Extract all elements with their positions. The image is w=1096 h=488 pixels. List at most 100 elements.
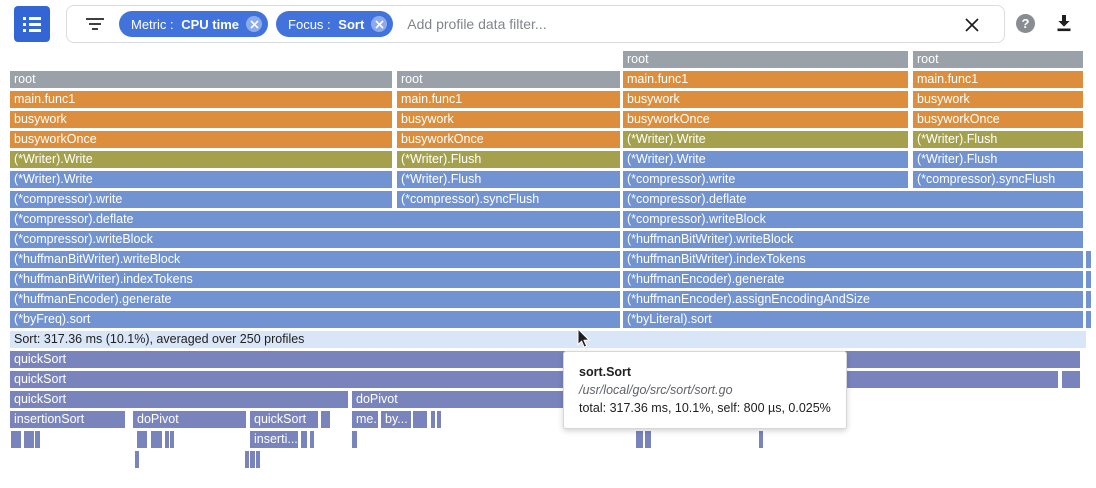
flame-fragment[interactable]: [11, 431, 21, 448]
flame-frame[interactable]: (*Writer).Flush: [913, 151, 1083, 168]
flame-fragment[interactable]: [759, 431, 763, 448]
flame-frame[interactable]: (*huffmanEncoder).generate: [623, 271, 1083, 288]
flame-frame[interactable]: (*huffmanBitWriter).writeBlock: [623, 231, 1083, 248]
flame-frame[interactable]: busywork: [623, 91, 908, 108]
flame-frame[interactable]: (*Writer).Write: [623, 151, 908, 168]
flame-frame[interactable]: (*compressor).write: [623, 171, 908, 188]
flame-fragment[interactable]: [35, 431, 40, 448]
flame-frame[interactable]: (*Writer).Flush: [397, 151, 620, 168]
flame-frame[interactable]: me...: [352, 411, 378, 428]
flame-frame[interactable]: insertionSort: [10, 411, 125, 428]
filter-input-placeholder[interactable]: Add profile data filter...: [407, 16, 547, 32]
flame-frame[interactable]: doPivot: [133, 411, 246, 428]
clear-filter-icon[interactable]: [964, 17, 980, 33]
flame-frame[interactable]: root: [913, 51, 1083, 68]
chip-focus-value: Sort: [338, 16, 365, 32]
help-icon[interactable]: ?: [1016, 14, 1035, 33]
flame-frame[interactable]: (*compressor).deflate: [10, 211, 620, 228]
flame-fragment[interactable]: [256, 451, 260, 468]
filter-chip-metric[interactable]: Metric : CPU time: [119, 11, 269, 37]
flame-frame[interactable]: (*Writer).Flush: [913, 131, 1083, 148]
flame-frame[interactable]: Sort: 317.36 ms (10.1%), averaged over 2…: [10, 331, 1086, 348]
flame-frame[interactable]: (*huffmanEncoder).generate: [10, 291, 620, 308]
tooltip-function-name: sort.Sort: [579, 365, 632, 379]
flame-frame[interactable]: (*compressor).writeBlock: [623, 211, 1083, 228]
remove-metric-chip-icon[interactable]: [246, 16, 263, 32]
flame-frame[interactable]: quickSort: [250, 411, 318, 428]
flame-fragment[interactable]: [170, 431, 174, 448]
flame-frame[interactable]: (*huffmanBitWriter).writeBlock: [10, 251, 620, 268]
flame-frame[interactable]: (*huffmanBitWriter).indexTokens: [623, 251, 1083, 268]
flame-frame[interactable]: (*compressor).syncFlush: [913, 171, 1083, 188]
flame-frame[interactable]: (*compressor).write: [10, 191, 392, 208]
flame-frame[interactable]: main.func1: [623, 71, 908, 88]
flame-frame[interactable]: main.func1: [10, 91, 392, 108]
flame-fragment[interactable]: [310, 431, 314, 448]
flame-fragment[interactable]: [437, 411, 441, 428]
flame-frame[interactable]: (*Writer).Write: [10, 151, 392, 168]
toolbar: Metric : CPU time Focus : Sort Add profi…: [0, 0, 1096, 48]
flame-fragment[interactable]: [137, 431, 147, 448]
flame-fragment[interactable]: [165, 431, 169, 448]
flame-frame[interactable]: (*byLiteral).sort: [623, 311, 1083, 328]
flame-frame[interactable]: root: [397, 71, 620, 88]
flame-fragment[interactable]: [250, 451, 255, 468]
flame-fragment[interactable]: [645, 431, 651, 448]
flame-fragment[interactable]: [1086, 311, 1091, 328]
flame-frame[interactable]: busywork: [397, 111, 620, 128]
flame-frame[interactable]: (*huffmanEncoder).assignEncodingAndSize: [623, 291, 1083, 308]
profile-list-button[interactable]: [14, 6, 50, 42]
tooltip: sort.Sort /usr/local/go/src/sort/sort.go…: [563, 351, 847, 429]
flame-fragment[interactable]: [245, 451, 249, 468]
flame-frame[interactable]: busyworkOnce: [623, 111, 908, 128]
filter-icon: [86, 15, 104, 33]
flame-frame[interactable]: busyworkOnce: [913, 111, 1083, 128]
flame-frame[interactable]: main.func1: [913, 71, 1083, 88]
list-icon: [23, 14, 41, 35]
flame-frame[interactable]: busywork: [10, 111, 392, 128]
flame-frame[interactable]: (*Writer).Flush: [397, 171, 620, 188]
flame-frame[interactable]: busyworkOnce: [10, 131, 392, 148]
chip-metric-name: Metric: [131, 16, 167, 32]
download-icon[interactable]: [1054, 13, 1074, 33]
flame-fragment[interactable]: [24, 431, 28, 448]
flame-frame[interactable]: quickSort: [10, 391, 348, 408]
flame-frame[interactable]: (*huffmanBitWriter).indexTokens: [10, 271, 620, 288]
flame-fragment[interactable]: [1062, 371, 1080, 388]
flame-frame[interactable]: root: [623, 51, 908, 68]
flame-fragment[interactable]: [413, 411, 427, 428]
flame-frame[interactable]: busywork: [913, 91, 1083, 108]
flame-fragment[interactable]: [321, 411, 330, 428]
flame-frame[interactable]: quickSort: [10, 351, 1080, 368]
flame-frame[interactable]: (*Writer).Write: [623, 131, 908, 148]
flame-frame[interactable]: root: [10, 71, 392, 88]
flame-frame[interactable]: inserti...: [250, 431, 298, 448]
flame-frame[interactable]: (*byFreq).sort: [10, 311, 620, 328]
flame-fragment[interactable]: [636, 431, 643, 448]
flame-frame[interactable]: busyworkOnce: [397, 131, 620, 148]
flame-fragment[interactable]: [352, 431, 357, 448]
flame-fragment[interactable]: [135, 451, 139, 468]
flame-frame[interactable]: main.func1: [397, 91, 620, 108]
flame-frame[interactable]: (*compressor).syncFlush: [397, 191, 620, 208]
flame-fragment[interactable]: [1086, 291, 1091, 308]
flame-fragment[interactable]: [1086, 251, 1091, 268]
flame-frame[interactable]: (*Writer).Write: [10, 171, 392, 188]
flame-fragment[interactable]: [1086, 271, 1091, 288]
flame-frame[interactable]: quickSort: [10, 371, 1058, 388]
tooltip-stats: total: 317.36 ms, 10.1%, self: 800 µs, 0…: [579, 401, 831, 415]
flame-frame[interactable]: by...: [381, 411, 411, 428]
flame-fragment[interactable]: [151, 431, 162, 448]
flame-fragment[interactable]: [431, 411, 435, 428]
flame-fragment[interactable]: [301, 431, 307, 448]
chip-metric-value: CPU time: [181, 16, 240, 32]
remove-focus-chip-icon[interactable]: [371, 16, 388, 32]
filter-bar[interactable]: Metric : CPU time Focus : Sort Add profi…: [66, 5, 1005, 43]
flame-frame[interactable]: (*compressor).deflate: [623, 191, 1083, 208]
flame-frame[interactable]: (*compressor).writeBlock: [10, 231, 620, 248]
filter-chip-focus[interactable]: Focus : Sort: [276, 11, 394, 37]
tooltip-source-path: /usr/local/go/src/sort/sort.go: [579, 383, 733, 397]
flame-fragment[interactable]: [28, 431, 34, 448]
